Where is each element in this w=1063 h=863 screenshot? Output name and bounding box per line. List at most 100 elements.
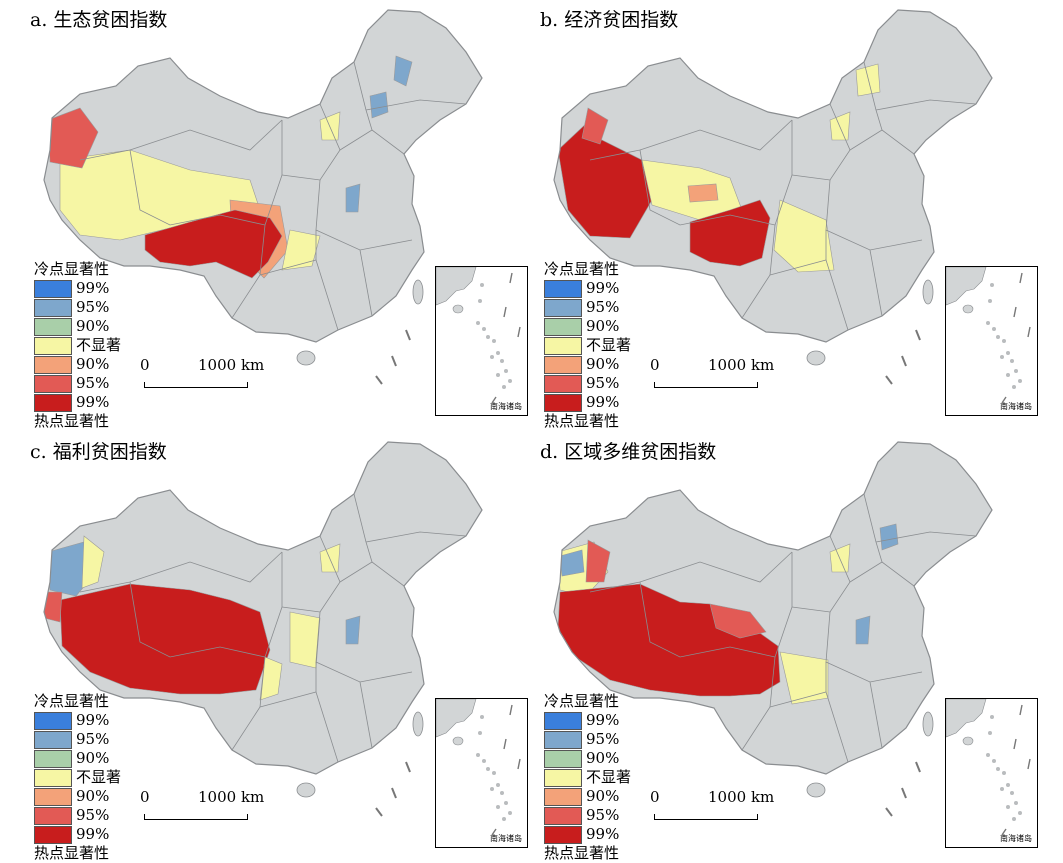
inset-maritime-dash — [1027, 758, 1031, 770]
legend-item-not-significant: 不显著 — [34, 768, 121, 787]
hainan-island — [806, 350, 826, 366]
inset-island — [1012, 385, 1016, 389]
inset-island — [1002, 771, 1006, 775]
legend-swatch — [544, 355, 582, 374]
legend-swatch — [544, 806, 582, 825]
scale-max-label: 1000 km — [198, 788, 265, 806]
province-boundary — [129, 149, 266, 226]
legend-item-not-significant: 不显著 — [544, 768, 631, 787]
legend-cold-heading: 冷点显著性 — [34, 260, 110, 278]
legend-item-cold-95: 95% — [544, 298, 631, 317]
panel-c: c. 福利贫困指数 冷点显著性 99% 95% 90% 不显著 90% 95% … — [20, 432, 535, 862]
region-cold-95 — [369, 91, 389, 119]
legend-label: 90% — [76, 355, 110, 373]
legend-swatch — [34, 317, 72, 336]
maritime-dash — [391, 787, 397, 799]
taiwan-island — [412, 279, 424, 305]
significance-regions — [557, 523, 899, 705]
inset-island — [490, 787, 494, 791]
province-boundary — [639, 149, 776, 226]
inset-island — [478, 299, 482, 303]
inset-island — [990, 715, 994, 719]
inset-label: 南海诸岛 — [490, 834, 522, 843]
china-map — [43, 9, 483, 385]
scale-zero-label: 0 — [140, 356, 150, 374]
province-boundary — [359, 249, 373, 317]
legend: 冷点显著性 99% 95% 90% 不显著 90% 95% 99% 热点显著性 — [544, 260, 631, 431]
inset-maritime-dash — [509, 704, 513, 716]
region-hot-99 — [59, 583, 271, 695]
china-map — [553, 9, 993, 385]
province-boundary — [869, 681, 883, 749]
inset-island — [486, 335, 490, 339]
legend-label: 90% — [586, 317, 620, 335]
legend-cold-heading: 冷点显著性 — [544, 260, 620, 278]
legend-item-hot-99: 99% — [544, 825, 631, 844]
legend-label: 90% — [586, 787, 620, 805]
legend-label: 99% — [76, 825, 110, 843]
maritime-dash — [885, 375, 893, 385]
country-border — [43, 9, 483, 343]
panel-b: b. 经济贫困指数 冷点显著性 99% 95% 90% 不显著 90% 95% … — [530, 0, 1045, 430]
map-group — [43, 9, 483, 385]
inset-island — [490, 355, 494, 359]
scale-max-label: 1000 km — [708, 356, 775, 374]
legend-label: 95% — [76, 730, 110, 748]
inset-island — [508, 811, 512, 815]
legend-swatch — [544, 393, 582, 412]
legend-item-hot-99: 99% — [34, 393, 121, 412]
province-boundary — [875, 531, 977, 543]
legend-label: 99% — [76, 279, 110, 297]
significance-regions — [47, 55, 413, 279]
maritime-dash — [391, 355, 397, 367]
inset-island — [502, 817, 506, 821]
taiwan-island — [922, 711, 934, 737]
legend-label: 99% — [76, 393, 110, 411]
legend-label: 90% — [586, 355, 620, 373]
scale-bar: 0 1000 km — [644, 356, 774, 394]
legend-label: 90% — [586, 749, 620, 767]
legend-swatch — [34, 374, 72, 393]
inset-map — [435, 266, 521, 404]
province-boundary — [281, 103, 341, 181]
legend-item-hot-95: 95% — [544, 806, 631, 825]
maritime-dash — [915, 329, 921, 341]
region-not-sig — [81, 535, 105, 589]
inset-maritime-dash — [1027, 326, 1031, 338]
legend-label: 95% — [586, 806, 620, 824]
province-boundary — [129, 581, 266, 658]
legend-swatch — [544, 336, 582, 355]
legend: 冷点显著性 99% 95% 90% 不显著 90% 95% 99% 热点显著性 — [544, 692, 631, 863]
region-hot-95 — [47, 107, 99, 169]
inset-island — [986, 753, 990, 757]
legend-item-not-significant: 不显著 — [544, 336, 631, 355]
hainan-island — [296, 782, 316, 798]
maritime-dash — [405, 329, 411, 341]
legend-item-cold-90: 90% — [544, 317, 631, 336]
region-cold-95 — [855, 615, 871, 645]
region-hot-90 — [687, 183, 719, 203]
inset-island — [1006, 373, 1010, 377]
legend-label: 不显著 — [586, 768, 632, 786]
country-border — [553, 9, 993, 343]
inset-island — [480, 715, 484, 719]
legend-swatch — [34, 806, 72, 825]
inset-island — [1006, 783, 1010, 787]
legend-item-cold-95: 95% — [544, 730, 631, 749]
legend-swatch — [34, 825, 72, 844]
maritime-dash — [915, 761, 921, 773]
south-china-sea-inset: 南海诸岛 — [435, 698, 528, 848]
inset-island — [500, 791, 504, 795]
inset-map — [945, 266, 1031, 404]
scale-bar: 0 1000 km — [134, 356, 264, 394]
region-hot-99 — [689, 199, 771, 267]
legend-label: 90% — [76, 317, 110, 335]
panel-title: c. 福利贫困指数 — [30, 441, 167, 463]
inset-island — [1010, 359, 1014, 363]
legend-label: 不显著 — [76, 768, 122, 786]
inset-hainan — [452, 304, 464, 314]
region-not-sig — [773, 199, 835, 273]
inset-island — [990, 283, 994, 287]
inset-island — [496, 351, 500, 355]
legend-label: 95% — [586, 298, 620, 316]
